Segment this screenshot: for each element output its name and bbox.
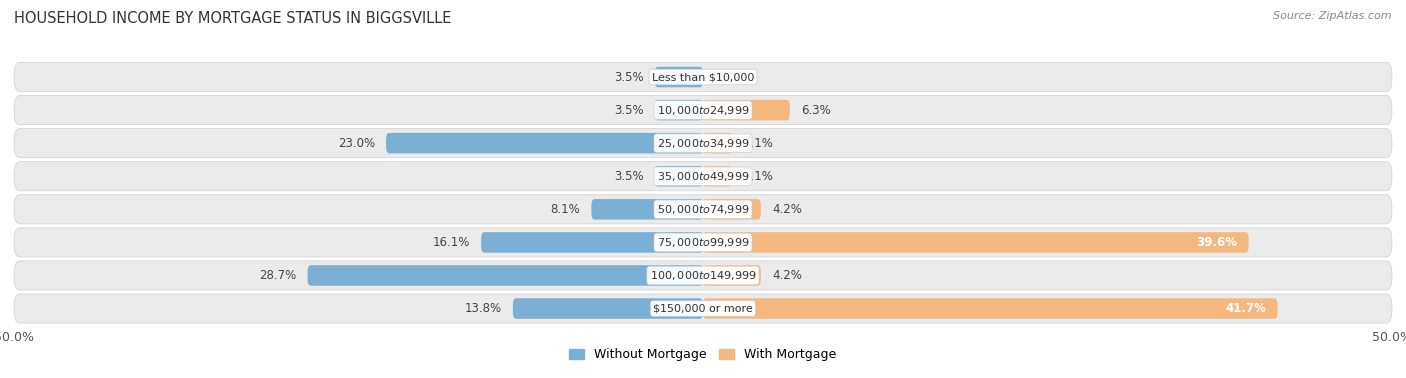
Legend: Without Mortgage, With Mortgage: Without Mortgage, With Mortgage: [564, 344, 842, 366]
Text: 3.5%: 3.5%: [614, 104, 644, 116]
Text: 4.2%: 4.2%: [772, 269, 801, 282]
FancyBboxPatch shape: [655, 67, 703, 87]
FancyBboxPatch shape: [14, 195, 1392, 224]
FancyBboxPatch shape: [592, 199, 703, 220]
Text: 28.7%: 28.7%: [259, 269, 297, 282]
Text: $10,000 to $24,999: $10,000 to $24,999: [657, 104, 749, 116]
FancyBboxPatch shape: [308, 265, 703, 286]
Text: $35,000 to $49,999: $35,000 to $49,999: [657, 170, 749, 183]
FancyBboxPatch shape: [703, 100, 790, 120]
Text: 8.1%: 8.1%: [551, 203, 581, 216]
FancyBboxPatch shape: [703, 265, 761, 286]
Text: 0.0%: 0.0%: [714, 71, 744, 84]
FancyBboxPatch shape: [14, 294, 1392, 323]
Text: 16.1%: 16.1%: [433, 236, 470, 249]
Text: 2.1%: 2.1%: [742, 137, 773, 150]
FancyBboxPatch shape: [14, 228, 1392, 257]
Text: Source: ZipAtlas.com: Source: ZipAtlas.com: [1274, 11, 1392, 21]
FancyBboxPatch shape: [513, 298, 703, 319]
Text: 4.2%: 4.2%: [772, 203, 801, 216]
Text: 41.7%: 41.7%: [1226, 302, 1267, 315]
Text: 39.6%: 39.6%: [1197, 236, 1237, 249]
FancyBboxPatch shape: [655, 166, 703, 186]
Text: HOUSEHOLD INCOME BY MORTGAGE STATUS IN BIGGSVILLE: HOUSEHOLD INCOME BY MORTGAGE STATUS IN B…: [14, 11, 451, 26]
Text: 3.5%: 3.5%: [614, 71, 644, 84]
FancyBboxPatch shape: [14, 129, 1392, 158]
FancyBboxPatch shape: [14, 162, 1392, 191]
Text: $75,000 to $99,999: $75,000 to $99,999: [657, 236, 749, 249]
Text: $100,000 to $149,999: $100,000 to $149,999: [650, 269, 756, 282]
Text: $50,000 to $74,999: $50,000 to $74,999: [657, 203, 749, 216]
Text: 13.8%: 13.8%: [465, 302, 502, 315]
FancyBboxPatch shape: [655, 100, 703, 120]
FancyBboxPatch shape: [703, 298, 1278, 319]
FancyBboxPatch shape: [14, 96, 1392, 125]
FancyBboxPatch shape: [14, 261, 1392, 290]
Text: $150,000 or more: $150,000 or more: [654, 304, 752, 313]
FancyBboxPatch shape: [703, 166, 733, 186]
FancyBboxPatch shape: [703, 133, 733, 153]
FancyBboxPatch shape: [387, 133, 703, 153]
Text: $25,000 to $34,999: $25,000 to $34,999: [657, 137, 749, 150]
FancyBboxPatch shape: [703, 232, 1249, 253]
Text: Less than $10,000: Less than $10,000: [652, 72, 754, 82]
FancyBboxPatch shape: [481, 232, 703, 253]
Text: 6.3%: 6.3%: [801, 104, 831, 116]
Text: 23.0%: 23.0%: [337, 137, 375, 150]
FancyBboxPatch shape: [14, 62, 1392, 91]
Text: 3.5%: 3.5%: [614, 170, 644, 183]
Text: 2.1%: 2.1%: [742, 170, 773, 183]
FancyBboxPatch shape: [703, 199, 761, 220]
